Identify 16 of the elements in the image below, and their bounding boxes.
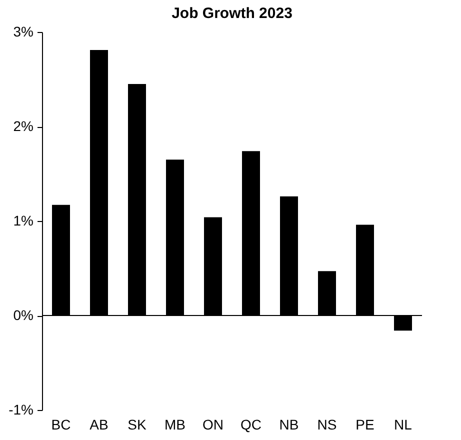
x-tick-label: NL	[394, 416, 412, 432]
y-tick-label: 1%	[13, 212, 34, 228]
x-tick-label: NS	[317, 416, 337, 432]
x-tick-label: SK	[128, 416, 147, 432]
x-tick-label: AB	[90, 416, 108, 432]
x-tick-label: ON	[202, 416, 224, 432]
y-tick-label: -1%	[8, 402, 34, 418]
x-tick-label: PE	[356, 416, 374, 432]
x-tick-label: MB	[164, 416, 186, 432]
y-tick-label: 0%	[13, 307, 34, 323]
y-tick-label: 3%	[13, 24, 34, 40]
chart-title: Job Growth 2023	[172, 5, 292, 22]
x-tick-label: NB	[279, 416, 299, 432]
x-tick-label: QC	[240, 416, 262, 432]
x-tick-label: BC	[51, 416, 71, 432]
y-tick-label: 2%	[13, 118, 34, 134]
